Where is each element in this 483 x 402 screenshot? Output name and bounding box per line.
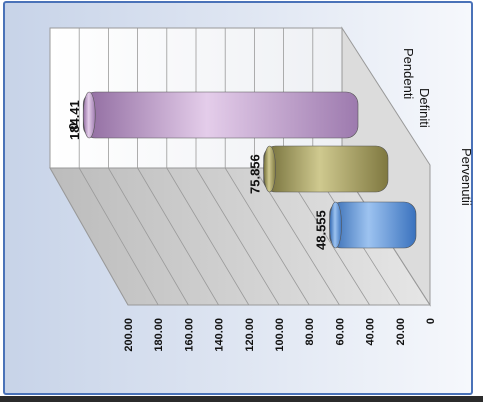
bar-pendenti	[82, 91, 359, 139]
bar-body	[263, 145, 389, 193]
data-labels: 184.41 75.856 48.555 0	[66, 100, 329, 250]
tick-label: 200.00	[123, 318, 135, 352]
data-label: 184.41	[67, 100, 82, 140]
bar-cap	[263, 145, 276, 193]
data-label: 48.555	[314, 210, 329, 250]
bars	[82, 91, 417, 249]
category-label: Definiti	[417, 88, 432, 128]
tick-label: 140.00	[214, 318, 226, 352]
tick-label: 80.00	[304, 318, 316, 346]
grid-line-floor	[78, 167, 159, 306]
tick-label: 180.00	[153, 318, 165, 352]
bar-body	[82, 91, 359, 139]
data-label: 75.856	[248, 154, 263, 194]
tick-label: 100.00	[274, 318, 286, 352]
bar-pervenutii	[329, 201, 417, 249]
grid-line-floor	[195, 167, 280, 306]
bar-cap	[329, 201, 342, 249]
tick-labels: 0 20.00 40.00 60.00 80.00 100.00 120.00 140.00 1…	[123, 318, 437, 352]
grid-line-floor	[166, 167, 250, 306]
bottom-strip	[0, 396, 483, 402]
grid-line-floor	[49, 167, 129, 306]
grid-line-floor	[137, 167, 219, 306]
category-label: Pervenutii	[459, 148, 474, 206]
grid-line-floor	[224, 167, 310, 306]
grid-line-floor	[108, 167, 189, 306]
bar-body	[329, 201, 417, 249]
category-label: Pendenti	[401, 48, 416, 99]
tick-label: 160.00	[183, 318, 195, 352]
bar-cap	[82, 91, 96, 139]
tick-label: 40.00	[365, 318, 377, 346]
tick-label: 0	[425, 318, 437, 324]
tick-label: 60.00	[334, 318, 346, 346]
tick-label: 120.00	[244, 318, 256, 352]
bar-definiti	[263, 145, 389, 193]
extra-zero-label: 0	[66, 123, 81, 130]
tick-label: 20.00	[395, 318, 407, 346]
